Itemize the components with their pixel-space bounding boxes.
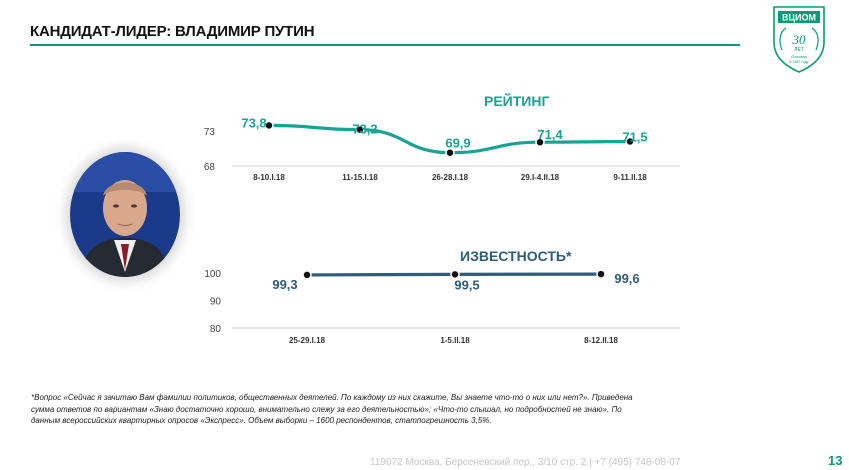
y-tick-label: 90 [210, 297, 222, 308]
y-tick-label: 73 [204, 127, 216, 138]
x-tick-label: 26-28.I.18 [432, 173, 469, 182]
y-tick-label: 80 [210, 324, 222, 335]
awareness-chart: 100 90 80 ИЗВЕСТНОСТЬ* 99,3 25-29.I.18 99,5 1-5… [204, 248, 680, 345]
x-tick-label: 11-15.I.18 [342, 173, 378, 182]
footer-address: 119072 Москва, Берсеневский пер., 3/10 с… [370, 457, 681, 468]
x-tick-label: 1-5.II.18 [440, 336, 470, 345]
y-tick-label: 100 [204, 269, 221, 280]
page-title: КАНДИДАТ-ЛИДЕР: ВЛАДИМИР ПУТИН [30, 23, 315, 40]
data-point [535, 137, 545, 147]
x-tick-label: 8-10.I.18 [253, 173, 285, 182]
x-tick-label: 29.I-4.II.18 [521, 173, 560, 182]
x-tick-label: 9-11.II.18 [613, 173, 647, 182]
rating-chart: 73 68 РЕЙТИНГ 73,8 8-10.I.18 73,2 11-15.I.18 69… [204, 92, 680, 182]
x-tick-label: 25-29.I.18 [289, 336, 326, 345]
data-label: 73,8 [241, 115, 266, 130]
data-label: 99,5 [454, 277, 479, 292]
data-point [445, 147, 455, 158]
data-point [355, 124, 365, 135]
data-point [264, 120, 274, 131]
svg-text:ВЦИОМ: ВЦИОМ [782, 13, 816, 23]
data-label: 71,4 [537, 127, 563, 142]
page-number: 13 [828, 453, 843, 468]
svg-text:в 1987 году: в 1987 году [790, 60, 809, 64]
svg-text:Основан: Основан [791, 54, 807, 59]
chart-title: ИЗВЕСТНОСТЬ* [460, 248, 572, 264]
y-tick-label: 68 [204, 162, 216, 173]
x-tick-label: 8-12.II.18 [584, 336, 618, 345]
data-point [450, 269, 460, 280]
svg-text:ЛЕТ: ЛЕТ [794, 47, 804, 53]
vciom-logo: ВЦИОМ 30 ЛЕТ Основан в 1987 году [773, 6, 825, 73]
data-label: 71,5 [622, 130, 647, 145]
data-point [302, 270, 312, 280]
data-label: 99,6 [614, 271, 639, 286]
svg-text:30: 30 [792, 32, 807, 47]
data-label: 73,2 [352, 122, 377, 137]
footnote: *Вопрос «Сейчас я зачитаю Вам фамилии по… [31, 393, 633, 426]
title-underline [30, 44, 740, 46]
data-point [625, 136, 635, 147]
data-point [596, 269, 606, 279]
chart-title: РЕЙТИНГ [484, 92, 549, 109]
data-label: 99,3 [272, 277, 297, 292]
data-label: 69,9 [445, 136, 470, 151]
